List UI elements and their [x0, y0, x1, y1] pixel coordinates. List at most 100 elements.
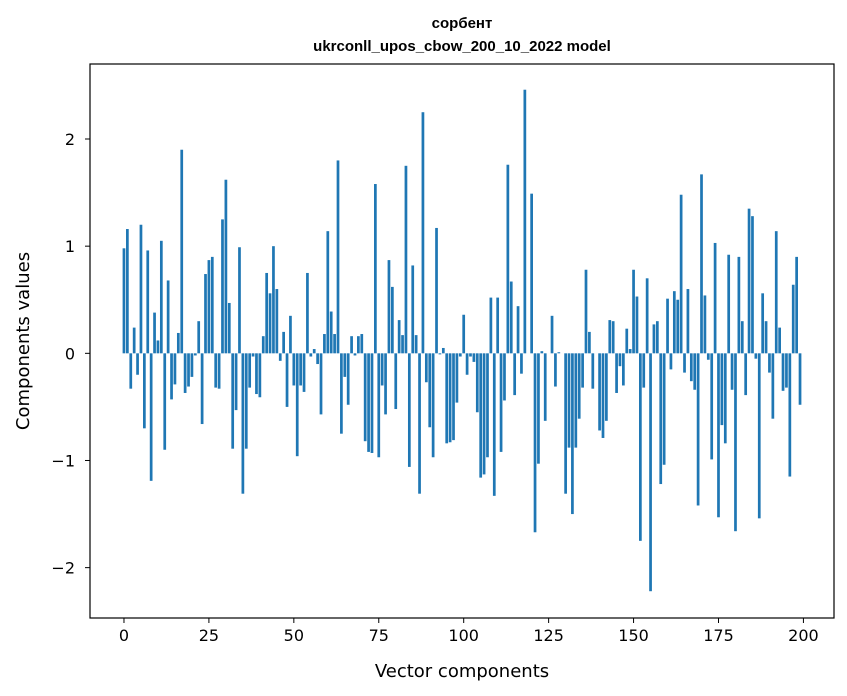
bar — [489, 297, 493, 354]
bar — [221, 219, 224, 354]
bar — [438, 353, 442, 355]
bar — [265, 272, 269, 354]
chart-subtitle: ukrconll_upos_cbow_200_10_2022 model — [313, 38, 611, 55]
bar — [571, 353, 574, 515]
x-axis-ticks: 0 25 50 75 100 125 150 175 200 — [119, 618, 819, 645]
x-tick-label: 50 — [284, 626, 304, 645]
bar — [615, 353, 618, 393]
bar — [574, 353, 578, 448]
bar — [418, 353, 421, 494]
bar — [788, 353, 792, 477]
bar — [523, 89, 527, 354]
bar — [642, 353, 646, 388]
bar — [255, 353, 258, 395]
bar — [431, 353, 435, 458]
bar — [353, 353, 357, 356]
bar — [193, 353, 197, 356]
bar — [693, 353, 697, 390]
bar — [187, 353, 190, 387]
bar — [200, 353, 204, 425]
bar — [343, 353, 347, 377]
bar — [676, 299, 680, 354]
bar — [537, 353, 540, 464]
bar — [791, 284, 795, 354]
bar — [465, 353, 469, 375]
y-tick-label: 1 — [65, 237, 75, 256]
bar — [391, 286, 394, 354]
bar — [737, 256, 741, 354]
bar — [564, 353, 567, 494]
x-tick-label: 100 — [448, 626, 479, 645]
bar — [618, 353, 622, 367]
bar — [655, 321, 659, 354]
bar — [472, 353, 476, 362]
bar — [370, 353, 374, 453]
y-tick-label: −1 — [51, 451, 75, 470]
bar — [713, 242, 717, 354]
bar — [234, 353, 238, 411]
bar — [173, 353, 177, 385]
bar — [407, 353, 411, 467]
chart-title: сорбент — [432, 15, 493, 32]
bar — [475, 353, 479, 413]
bar — [424, 353, 428, 383]
bar — [469, 353, 472, 357]
bar — [761, 293, 765, 354]
bar — [411, 265, 415, 354]
bar — [710, 353, 714, 460]
bar — [611, 321, 615, 354]
bar — [543, 353, 547, 421]
bar — [635, 296, 639, 354]
bar — [292, 353, 296, 386]
bar — [632, 269, 635, 354]
bar — [360, 334, 364, 354]
bar — [394, 353, 398, 410]
bar — [309, 353, 313, 357]
bar — [295, 353, 299, 457]
bar — [479, 353, 483, 478]
bar — [696, 353, 700, 506]
bar — [703, 295, 707, 354]
bar — [496, 297, 500, 354]
bar — [482, 353, 486, 475]
bar — [639, 353, 642, 541]
x-tick-label: 25 — [199, 626, 219, 645]
bar — [601, 353, 605, 438]
bar — [645, 278, 649, 354]
bar — [323, 334, 326, 354]
bar — [700, 174, 703, 354]
bar — [744, 353, 748, 396]
bar — [622, 353, 625, 386]
bar — [798, 353, 802, 405]
bar — [581, 353, 584, 388]
bar — [550, 315, 554, 354]
bar — [557, 352, 561, 354]
bar — [183, 353, 187, 393]
bar — [785, 353, 788, 388]
bar — [659, 353, 663, 485]
bar — [530, 193, 533, 354]
bar — [672, 291, 676, 354]
bar — [751, 216, 754, 354]
bar — [126, 229, 129, 354]
bar — [261, 336, 265, 354]
x-tick-label: 200 — [788, 626, 819, 645]
bar — [533, 353, 537, 533]
bar — [397, 320, 401, 354]
bar — [605, 353, 608, 421]
bar — [774, 231, 778, 354]
bar — [628, 349, 632, 354]
bar — [231, 353, 235, 449]
bar — [129, 353, 133, 389]
bar — [180, 149, 184, 354]
plot-frame — [89, 63, 835, 619]
bar — [251, 353, 255, 357]
bar — [156, 340, 160, 354]
bar — [509, 281, 513, 354]
bar — [122, 248, 126, 354]
bar — [591, 353, 595, 389]
bar — [207, 260, 211, 354]
bar — [723, 353, 727, 444]
x-axis-label: Vector components — [375, 661, 549, 682]
bar — [771, 353, 775, 419]
